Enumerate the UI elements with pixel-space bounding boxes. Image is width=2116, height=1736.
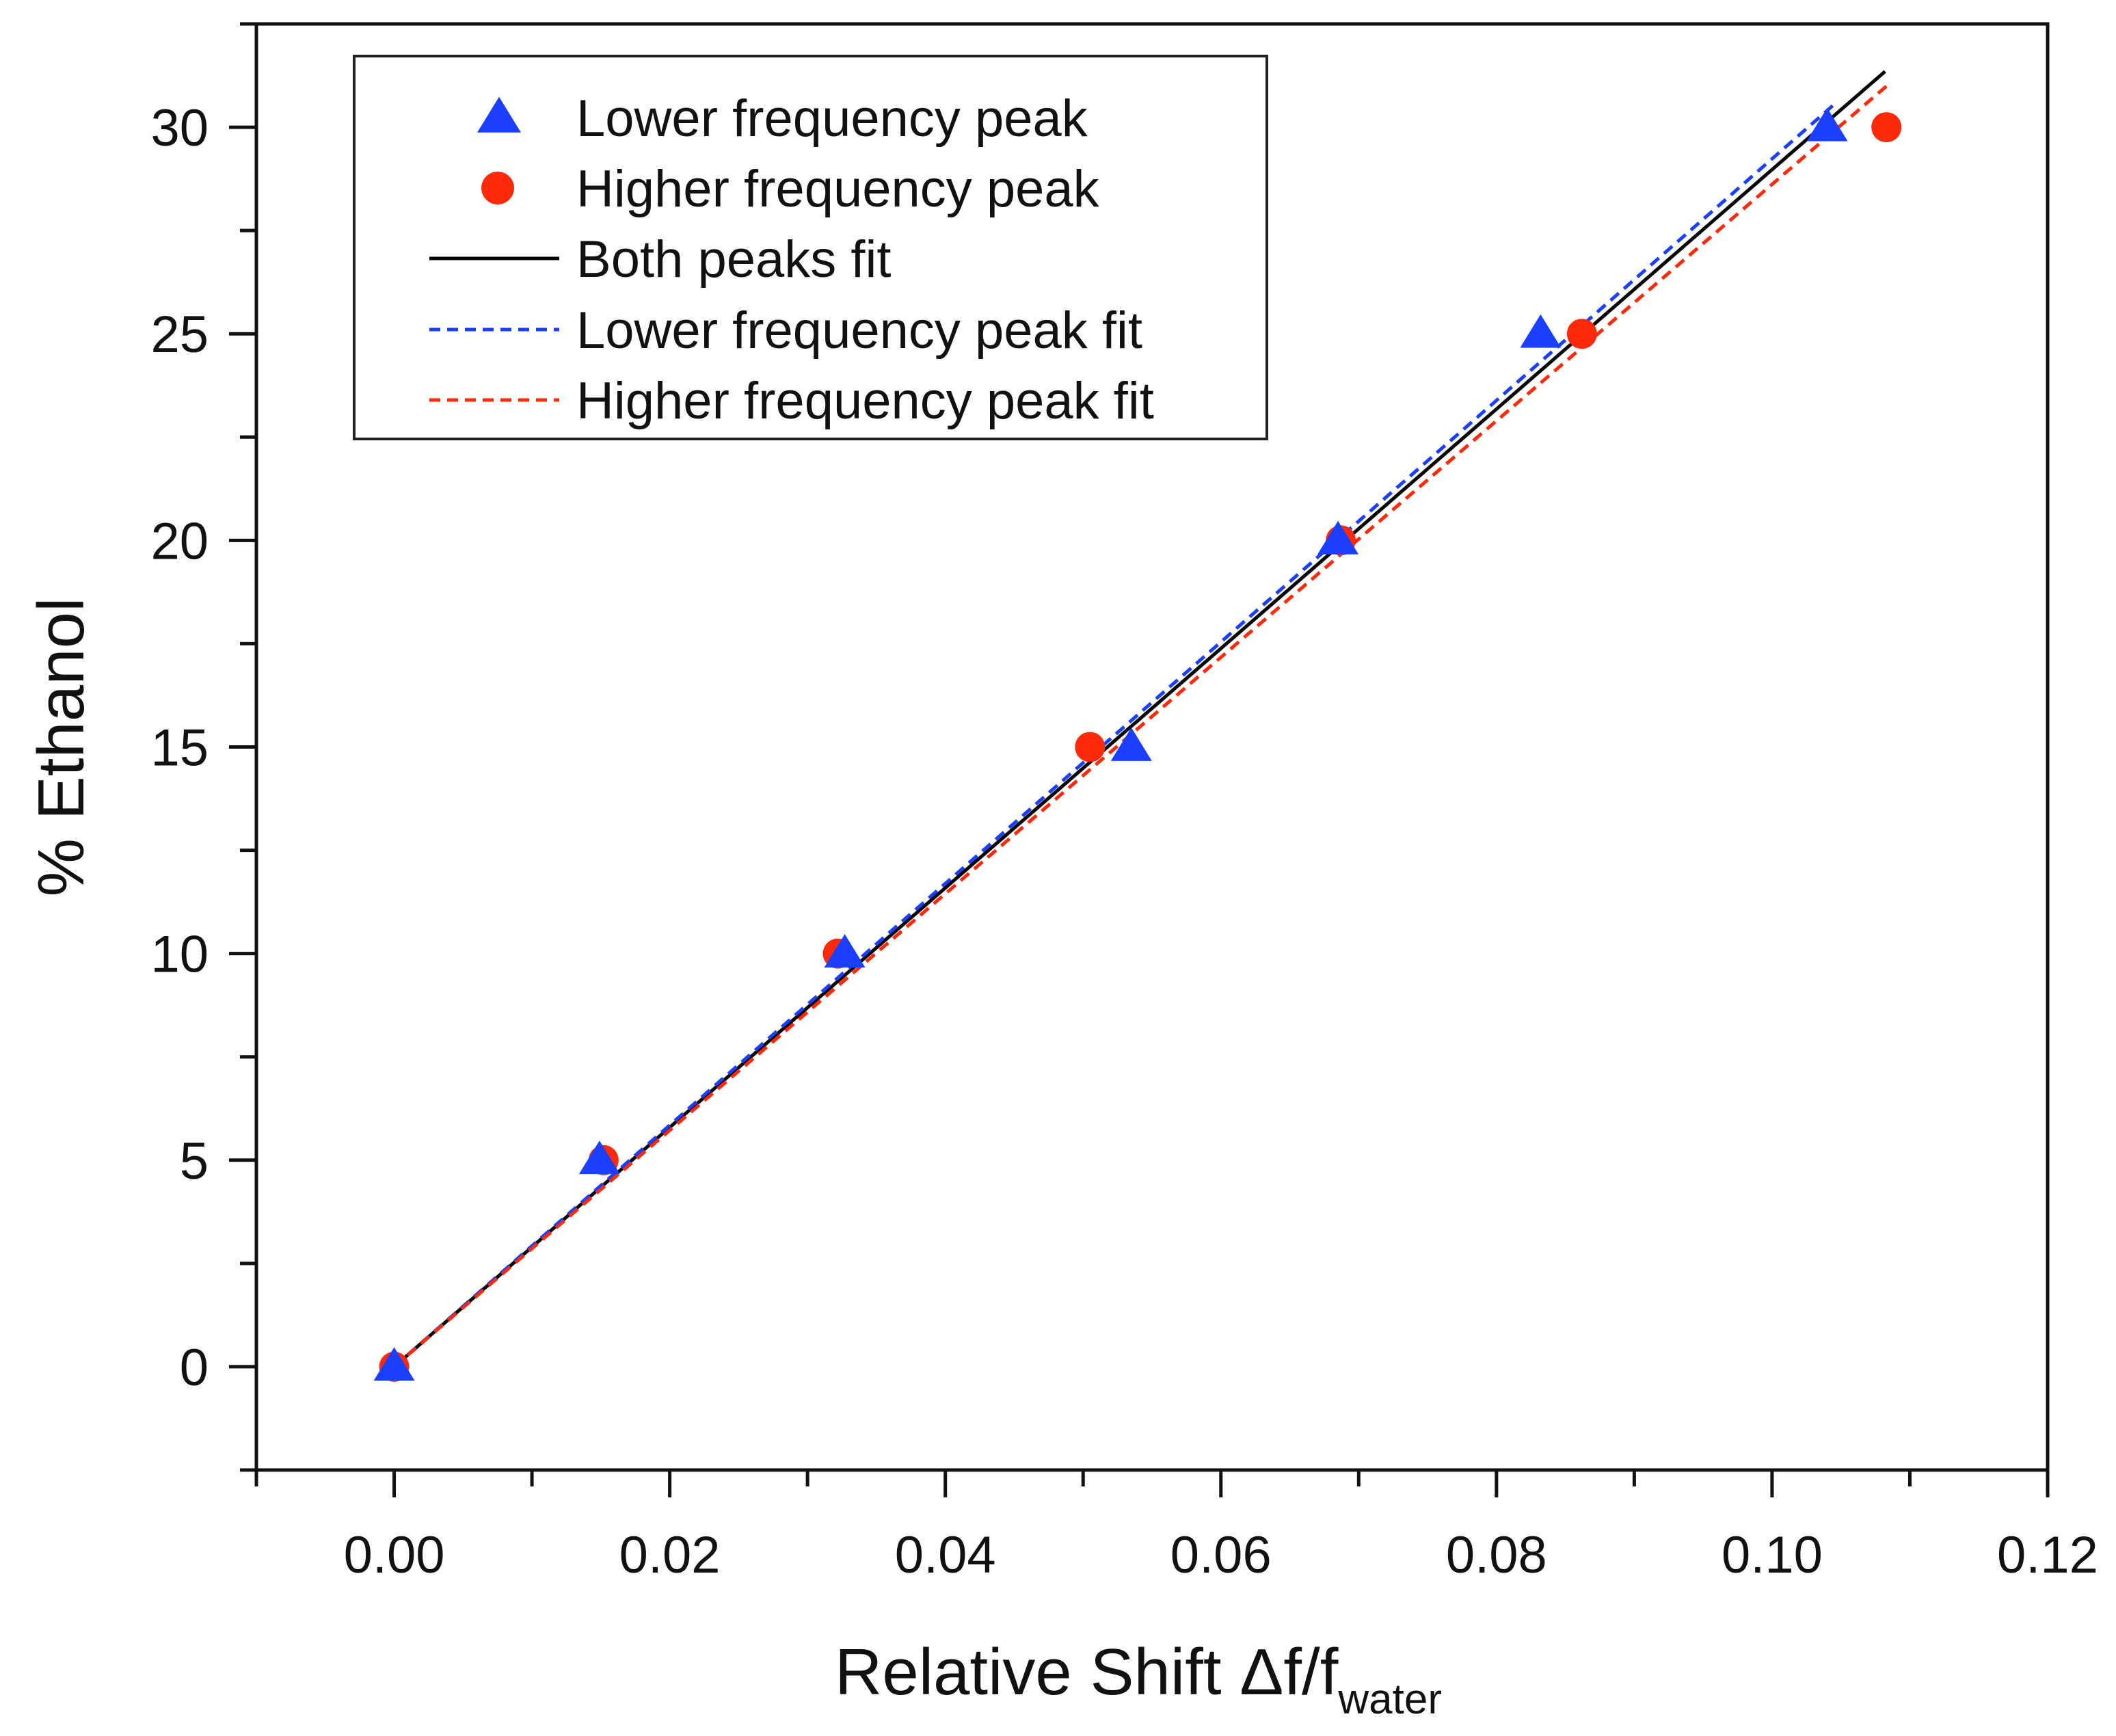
legend-label: Both peaks fit [576,230,892,289]
legend-entry: Higher frequency peak [481,160,1100,218]
x-axis-label-main: Relative Shift Δf/f [835,1635,1339,1709]
x-axis-label: Relative Shift Δf/fwater [835,1635,1442,1723]
higher-frequency-point [1075,732,1106,762]
x-tick-label: 0.04 [895,1526,996,1584]
x-axis: 0.00 0.02 0.04 0.06 0.08 0.10 0.12 [254,1470,2098,1584]
lower-frequency-point [1110,727,1152,761]
higher-frequency-point [1566,319,1597,349]
y-tick-label: 25 [150,306,209,364]
legend-label: Lower frequency peak fit [576,302,1142,360]
x-tick-label: 0.12 [1997,1526,2098,1584]
legend-label: Lower frequency peak [576,90,1088,148]
data-points [373,107,1902,1382]
x-tick-label: 0.10 [1722,1526,1823,1584]
lower-frequency-point [1520,314,1562,348]
lower-frequency-point [1806,107,1848,142]
lower-frequency-point [824,934,866,968]
lower-frequency-point [578,1140,620,1175]
y-tick-label: 10 [150,926,209,984]
y-tick-label: 30 [150,99,209,157]
legend: Lower frequency peak Higher frequency pea… [353,55,1268,440]
fit-lines [392,70,1890,1368]
y-tick-label: 5 [180,1132,209,1190]
fit-line [392,82,1890,1368]
y-tick-label: 20 [150,512,209,570]
legend-label: Higher frequency peak [576,160,1100,218]
legend-entry: Both peaks fit [429,230,892,289]
y-tick-label: 0 [180,1339,209,1397]
x-tick-label: 0.00 [344,1526,445,1584]
x-tick-label: 0.06 [1170,1526,1272,1584]
x-tick-label: 0.08 [1446,1526,1547,1584]
x-tick-label: 0.02 [619,1526,721,1584]
higher-frequency-point [1871,112,1902,143]
y-axis-label: % Ethanol [25,598,98,897]
lower-frequency-point [1317,520,1359,555]
legend-label: Higher frequency peak fit [576,372,1154,430]
y-axis: 0 5 10 15 20 25 30 [150,22,256,1472]
y-tick-label: 15 [150,719,209,777]
legend-circle-marker [481,172,514,204]
legend-entry: Lower frequency peak fit [429,302,1142,360]
lower-frequency-point [373,1347,415,1381]
x-axis-label-subscript: water [1337,1676,1442,1723]
legend-entry: Lower frequency peak [477,90,1088,148]
legend-entry: Higher frequency peak fit [429,372,1154,430]
legend-triangle-marker [477,96,521,133]
